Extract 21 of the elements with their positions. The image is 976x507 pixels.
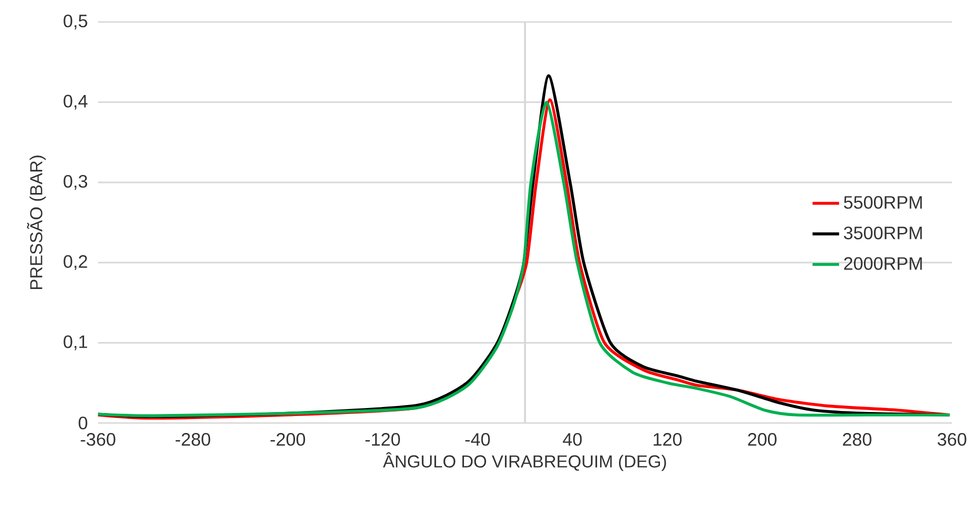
- x-tick-label: -280: [176, 433, 210, 446]
- x-tick-label: 360: [938, 433, 966, 446]
- legend-label: 2000RPM: [844, 257, 922, 270]
- x-tick-label: -40: [465, 433, 490, 446]
- y-tick-label: 0,1: [64, 335, 88, 350]
- x-tick-label: -200: [270, 433, 306, 446]
- x-tick-label: 40: [562, 433, 582, 446]
- x-axis-title: ÂNGULO DO VIRABREQUIM (DEG): [382, 452, 666, 472]
- y-axis-title: PRESSÃO (BAR): [26, 156, 46, 289]
- y-tick-label: 0,2: [64, 255, 88, 270]
- x-tick-label: 200: [748, 433, 777, 446]
- y-tick-label: 0,3: [64, 174, 88, 190]
- y-tick-label: 0,5: [64, 14, 88, 30]
- legend-label: 5500RPM: [844, 196, 922, 209]
- x-tick-label: 280: [842, 433, 872, 446]
- legend-label: 3500RPM: [844, 226, 922, 240]
- y-tick-label: 0: [78, 416, 88, 430]
- x-tick-label: -120: [365, 433, 400, 446]
- y-tick-label: 0,4: [64, 94, 88, 110]
- x-tick-label: -360: [80, 433, 116, 446]
- x-tick-label: 120: [654, 433, 682, 446]
